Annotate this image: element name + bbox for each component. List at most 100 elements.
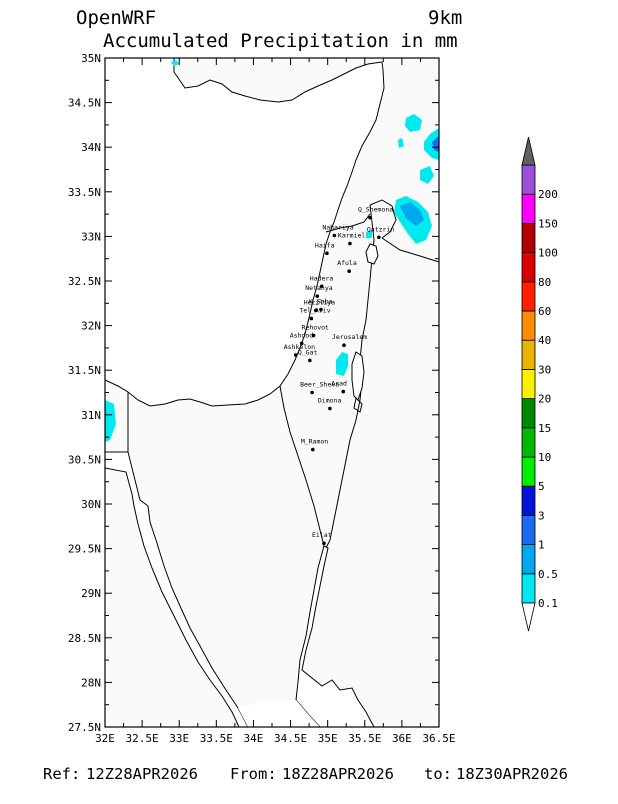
legend-label: 5 bbox=[538, 480, 545, 493]
longitude-axis: 32E 32.5E 33E 33.5E 34E 34.5E 35E 35.5E 36E 36.5E bbox=[95, 58, 456, 745]
legend-swatch bbox=[521, 281, 536, 312]
legend-swatch bbox=[521, 252, 536, 283]
legend-label: 20 bbox=[538, 393, 551, 406]
lon-tick-label: 32E bbox=[95, 732, 115, 745]
precip-area-east-small bbox=[398, 138, 404, 148]
city-label: Arad bbox=[331, 380, 347, 388]
latitude-axis: 27.5N 28N 28.5N 29N 29.5N 30N 30.5N 31N 31.5N 32N… bbox=[68, 52, 439, 734]
lat-tick-label: 33.5N bbox=[68, 186, 101, 199]
legend-label: 10 bbox=[538, 451, 551, 464]
city-dot bbox=[313, 308, 318, 313]
precip-area-north-coast bbox=[171, 60, 179, 66]
city-label: Nahariya bbox=[322, 224, 353, 232]
legend-swatch bbox=[521, 368, 536, 399]
city-label: Herzliya bbox=[304, 298, 335, 306]
lat-tick-label: 29N bbox=[81, 587, 101, 600]
lat-tick-label: 32.5N bbox=[68, 275, 101, 288]
legend-label: 200 bbox=[538, 188, 558, 201]
city-dot bbox=[293, 353, 298, 357]
city-dot bbox=[319, 307, 323, 312]
city-dot bbox=[311, 447, 315, 452]
mediterranean-sea bbox=[105, 58, 384, 406]
to-value: 18Z30APR2026 bbox=[456, 765, 568, 783]
from-value: 18Z28APR2026 bbox=[282, 765, 394, 783]
legend-swatch bbox=[521, 398, 536, 429]
lat-tick-label: 28.5N bbox=[68, 632, 101, 645]
lon-tick-label: 34E bbox=[244, 732, 264, 745]
city-dot bbox=[310, 390, 314, 395]
city-label: Ashdod bbox=[290, 331, 314, 339]
sea-of-galilee bbox=[365, 243, 379, 265]
city-label: Beer_Sheva bbox=[300, 381, 339, 389]
golan-border bbox=[369, 199, 397, 239]
model-name: OpenWRF bbox=[76, 7, 156, 29]
gulf-of-aqaba bbox=[295, 545, 439, 728]
egypt-israel-border bbox=[279, 385, 325, 547]
lat-tick-label: 28N bbox=[81, 676, 101, 689]
legend-label: 80 bbox=[538, 276, 551, 289]
red-sea bbox=[238, 700, 320, 727]
city-dot bbox=[347, 269, 351, 273]
lon-tick-label: 33E bbox=[169, 732, 189, 745]
lon-tick-label: 33.5E bbox=[200, 732, 233, 745]
legend-swatch bbox=[521, 427, 536, 458]
city-dot bbox=[315, 294, 320, 298]
lat-tick-label: 27.5N bbox=[68, 721, 101, 734]
lon-tick-label: 34.5E bbox=[274, 732, 307, 745]
legend-label: 40 bbox=[538, 334, 551, 347]
lon-tick-label: 32.5E bbox=[126, 732, 159, 745]
city-dot bbox=[328, 406, 332, 411]
coastline bbox=[104, 58, 385, 407]
precip-area-nile-delta bbox=[105, 400, 116, 442]
lat-tick-label: 31.5N bbox=[68, 364, 101, 377]
ref-value: 12Z28APR2026 bbox=[86, 765, 198, 783]
city-dot bbox=[341, 389, 346, 394]
syria-jordan-border bbox=[381, 237, 440, 263]
lat-tick-label: 29.5N bbox=[68, 543, 101, 556]
precip-area-syria-north-core bbox=[432, 136, 439, 152]
legend-label: 0.5 bbox=[538, 568, 558, 581]
city-dot bbox=[322, 541, 326, 546]
city-dot bbox=[368, 215, 372, 220]
lat-tick-label: 32N bbox=[81, 320, 101, 333]
legend-label: 3 bbox=[538, 509, 545, 522]
ref-label: Ref: bbox=[43, 765, 80, 783]
city-label: Ashkelon bbox=[284, 343, 315, 351]
legend-swatch bbox=[521, 222, 536, 253]
legend-swatch bbox=[521, 544, 536, 575]
city-dot bbox=[377, 235, 381, 240]
city-label: Karmiel bbox=[338, 232, 365, 240]
lat-tick-label: 30N bbox=[81, 498, 101, 511]
city-label: Qatzrin bbox=[367, 225, 394, 233]
city-dot bbox=[308, 358, 312, 363]
city-label: Eilat bbox=[312, 531, 332, 539]
city-label: Tel_Aviv bbox=[299, 306, 330, 314]
lat-tick-label: 34N bbox=[81, 141, 101, 154]
city-dot bbox=[309, 316, 314, 321]
precip-area-syria-north bbox=[424, 128, 439, 160]
legend-swatch bbox=[521, 164, 536, 195]
legend-label: 15 bbox=[538, 422, 551, 435]
city-dot bbox=[299, 341, 304, 346]
legend-top-arrow bbox=[521, 136, 536, 166]
legend-swatch bbox=[521, 339, 536, 370]
lebanon-border bbox=[325, 213, 371, 233]
city-dot bbox=[348, 241, 352, 246]
city-label: Jerusalem bbox=[332, 333, 367, 341]
city-dot bbox=[342, 343, 346, 348]
lon-tick-label: 36.5E bbox=[422, 732, 455, 745]
city-label: Hadera bbox=[310, 274, 334, 282]
precip-area-beqaa bbox=[420, 166, 434, 184]
legend-label: 0.1 bbox=[538, 597, 558, 610]
footer: Ref: 12Z28APR2026 From: 18Z28APR2026 to:… bbox=[43, 765, 568, 783]
city-label: K_Saba bbox=[309, 298, 333, 306]
lat-tick-label: 30.5N bbox=[68, 453, 101, 466]
city-dot bbox=[332, 233, 337, 238]
city-dot bbox=[311, 333, 316, 338]
city-dot bbox=[319, 284, 324, 289]
legend-swatch bbox=[521, 515, 536, 546]
